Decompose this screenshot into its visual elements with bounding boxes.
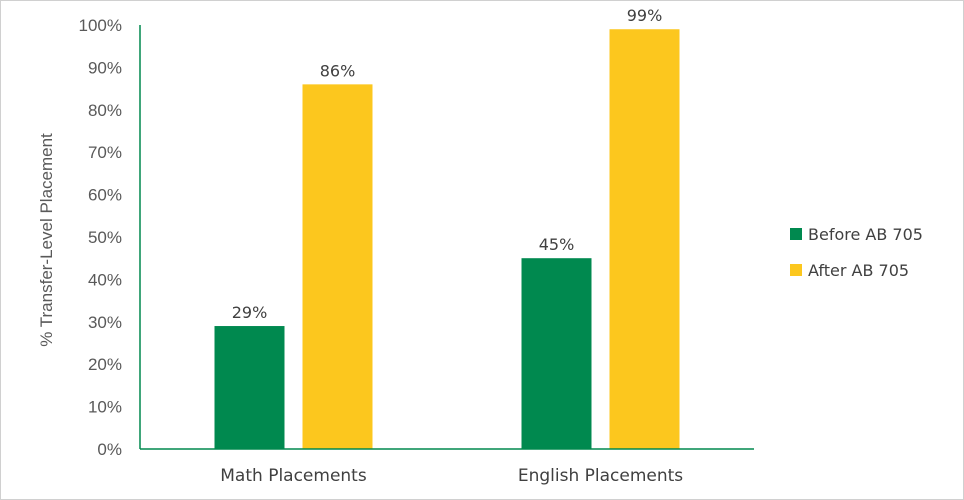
legend-label: After AB 705 xyxy=(808,261,909,280)
bar xyxy=(302,84,373,450)
category-label: Math Placements xyxy=(220,466,367,486)
category-labels: Math Placements English Placements xyxy=(220,466,683,486)
legend-swatch xyxy=(790,228,802,240)
data-labels: 29% 86% 45% 99% xyxy=(232,6,663,322)
bar xyxy=(521,258,592,449)
category-label: English Placements xyxy=(518,466,683,486)
y-tick-label: 20% xyxy=(88,355,122,374)
y-tick-label: 10% xyxy=(88,398,122,417)
data-label: 99% xyxy=(627,6,663,25)
y-tick-label: 30% xyxy=(88,313,122,332)
bars xyxy=(214,29,680,450)
bar xyxy=(214,326,285,449)
legend-swatch xyxy=(790,264,802,276)
bar xyxy=(609,29,680,450)
data-label: 45% xyxy=(539,235,575,254)
y-tick-labels: 0% 10% 20% 30% 40% 50% 60% 70% 80% 90% 100% xyxy=(79,16,122,459)
y-tick-label: 70% xyxy=(88,143,122,162)
data-label: 29% xyxy=(232,303,268,322)
legend-label: Before AB 705 xyxy=(808,225,923,244)
data-label: 86% xyxy=(320,61,356,80)
y-tick-label: 50% xyxy=(88,228,122,247)
y-tick-label: 40% xyxy=(88,270,122,289)
y-tick-label: 0% xyxy=(97,440,122,459)
y-tick-label: 80% xyxy=(88,101,122,120)
y-tick-label: 100% xyxy=(79,16,122,35)
y-tick-label: 60% xyxy=(88,186,122,205)
y-axis-label: % Transfer-Level Placement xyxy=(37,133,56,347)
y-tick-label: 90% xyxy=(88,58,122,77)
legend: Before AB 705 After AB 705 xyxy=(790,225,923,280)
